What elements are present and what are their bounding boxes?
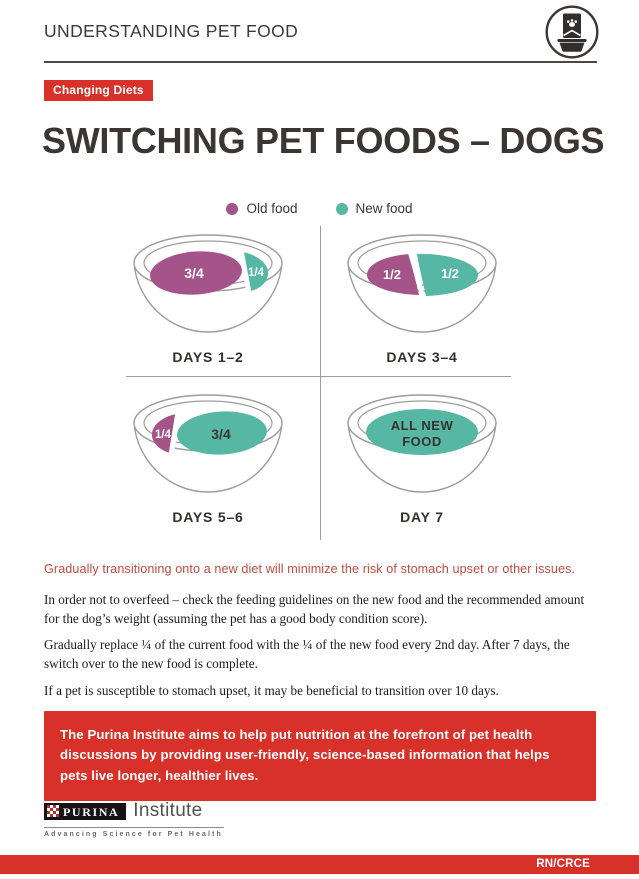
bowl-days-1-2: 3/4 1/4 [133, 234, 283, 333]
header-divider [44, 61, 597, 63]
new-food-dot-icon [335, 202, 348, 215]
purina-institute-callout: The Purina Institute aims to help put nu… [44, 711, 596, 802]
pet-food-bag-and-bowl-icon [545, 5, 599, 59]
purina-logo-box: PURINA [44, 802, 127, 820]
bowl-day-7: ALL NEW FOOD [347, 394, 497, 493]
highlight-sentence: Gradually transitioning onto a new diet … [44, 562, 576, 576]
fraction-old-days-5-6: 1/4 [155, 429, 172, 441]
bowl-label-days-3-4: DAYS 3–4 [386, 349, 458, 365]
body-copy: In order not to overfeed – check the fee… [44, 591, 600, 709]
paragraph-replace-quarter: Gradually replace ¼ of the current food … [44, 637, 570, 672]
page-title: SWITCHING PET FOODS – DOGS [42, 120, 605, 161]
bowl-days-3-4: 1/2 1/2 [347, 234, 497, 333]
bowl-label-days-1-2: DAYS 1–2 [172, 349, 244, 365]
legend: Old food New food [0, 201, 639, 216]
legend-label-old-food: Old food [246, 201, 298, 216]
fraction-old-days-3-4: 1/2 [383, 267, 401, 282]
grid-divider-vertical [320, 226, 321, 540]
page-header-title: UNDERSTANDING PET FOOD [44, 21, 299, 41]
fraction-old-days-1-2: 3/4 [184, 265, 204, 281]
institute-wordmark: Institute [133, 800, 203, 821]
fraction-new-days-3-4: 1/2 [441, 266, 459, 281]
bowl-days-5-6: 1/4 3/4 [133, 394, 283, 493]
all-new-food-line1: ALL NEW [391, 418, 454, 433]
fraction-new-days-5-6: 3/4 [211, 426, 231, 442]
fraction-new-days-1-2: 1/4 [248, 267, 265, 279]
document-code-bar: RN/CRCE [0, 855, 639, 874]
paragraph-susceptible: If a pet is susceptible to stomach upset… [44, 682, 499, 698]
logo-tagline: Advancing Science for Pet Health [44, 831, 223, 838]
grid-divider-horizontal [126, 376, 511, 377]
legend-label-new-food: New food [355, 201, 413, 216]
all-new-food-line2: FOOD [402, 434, 442, 449]
legend-item-old-food: Old food [226, 201, 298, 216]
paragraph-overfeed: In order not to overfeed – check the fee… [44, 592, 585, 626]
old-food-dot-icon [226, 202, 239, 215]
logo-divider [44, 827, 224, 828]
purina-checkerboard-icon [47, 805, 59, 817]
bowl-label-days-5-6: DAYS 5–6 [172, 509, 244, 525]
section-badge: Changing Diets [44, 80, 153, 101]
document-code: RN/CRCE [536, 858, 590, 870]
purina-institute-logo: PURINA Institute Advancing Science for P… [44, 800, 229, 838]
bowl-label-day-7: DAY 7 [400, 509, 444, 525]
purina-wordmark: PURINA [63, 804, 120, 819]
legend-item-new-food: New food [335, 201, 413, 216]
